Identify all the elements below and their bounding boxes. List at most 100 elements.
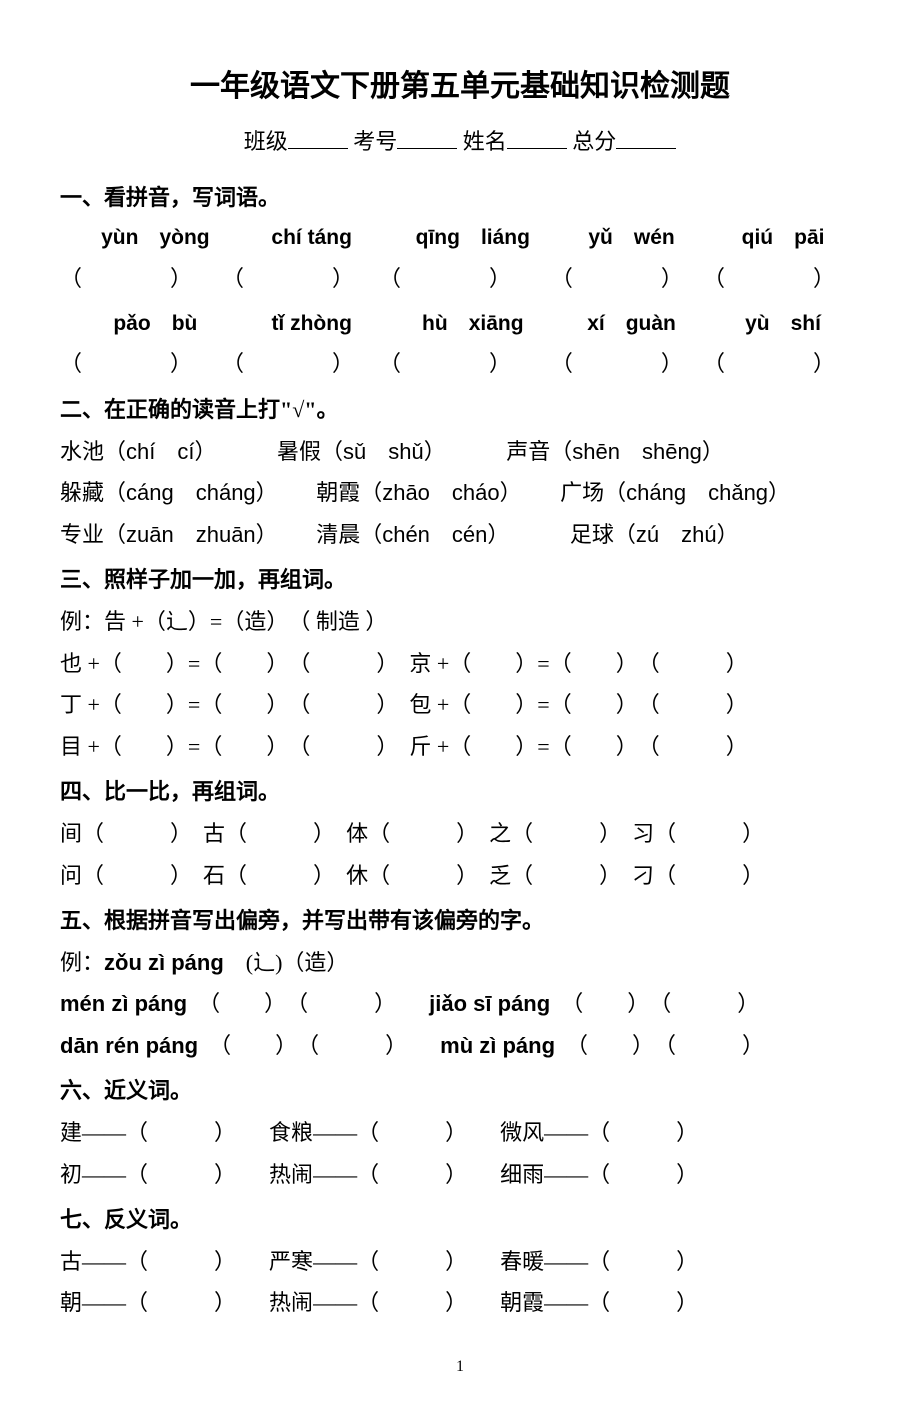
paren-cell[interactable]: （ ） xyxy=(60,259,222,299)
q6-word: 微风 xyxy=(500,1120,544,1145)
q7-row: 古——（ ） 严寒——（ ） 春暖——（ ） xyxy=(60,1242,860,1282)
q7-word: 热闹 xyxy=(269,1290,313,1315)
q6-word: 食粮 xyxy=(269,1120,313,1145)
q7-title: 七、反义词。 xyxy=(60,1200,860,1240)
q5-blank[interactable]: （ ） （ ） xyxy=(550,991,759,1016)
q7-blank[interactable]: ——（ ） xyxy=(544,1249,698,1274)
q7-blank[interactable]: ——（ ） xyxy=(544,1290,698,1315)
q2-word: 专业 xyxy=(60,522,104,547)
q5-blank[interactable]: （ ） （ ） xyxy=(187,991,385,1016)
q5-row: dān rén páng （ ） （ ） mù zì páng （ ） （ ） xyxy=(60,1026,860,1066)
pinyin-cell: yù shí xyxy=(706,305,860,343)
q6-word: 建 xyxy=(60,1120,82,1145)
q7-blank[interactable]: ——（ ） xyxy=(313,1290,456,1315)
q4-blank[interactable]: （ ） xyxy=(82,863,203,888)
q2-opts[interactable]: （cháng chǎng） xyxy=(604,480,790,505)
q4-blank[interactable]: （ ） xyxy=(511,863,632,888)
q4-blank[interactable]: （ ） xyxy=(368,821,489,846)
q5-pinyin: mén zì páng xyxy=(60,991,187,1016)
q2-opts[interactable]: （cáng cháng） xyxy=(104,480,267,505)
q7-blank[interactable]: ——（ ） xyxy=(82,1249,225,1274)
q3-left-fill[interactable]: +（ ）=（ ） （ ） xyxy=(82,692,387,717)
q4-char: 刁 xyxy=(632,863,654,888)
q3-right-fill[interactable]: +（ ）=（ ） （ ） xyxy=(431,651,747,676)
q3-right-fill[interactable]: +（ ）=（ ） （ ） xyxy=(431,692,747,717)
q5-pinyin: jiǎo sī páng xyxy=(429,991,550,1016)
score-label: 总分 xyxy=(572,129,616,154)
q3-left-char: 丁 xyxy=(60,692,82,717)
q6-row: 建——（ ） 食粮——（ ） 微风——（ ） xyxy=(60,1113,860,1153)
q2-opts[interactable]: （sǔ shǔ） xyxy=(321,439,435,464)
q4-blank[interactable]: （ ） xyxy=(82,821,203,846)
q4-blank[interactable]: （ ） xyxy=(368,863,489,888)
q4-char: 古 xyxy=(203,821,225,846)
paren-cell[interactable]: （ ） xyxy=(551,259,703,299)
q5-example-ans: (辶)（造） xyxy=(224,950,349,975)
q5-blank[interactable]: （ ） （ ） xyxy=(555,1033,764,1058)
q6-blank[interactable]: ——（ ） xyxy=(544,1162,698,1187)
paren-cell[interactable]: （ ） xyxy=(60,344,222,384)
q6-blank[interactable]: ——（ ） xyxy=(544,1120,698,1145)
q1-pinyin-row2: pǎo bù tǐ zhòng hù xiāng xí guàn yù shí xyxy=(60,305,860,343)
q7-word: 朝霞 xyxy=(500,1290,544,1315)
q3-right-fill[interactable]: +（ ）=（ ） （ ） xyxy=(431,734,747,759)
paren-cell[interactable]: （ ） xyxy=(703,344,860,384)
page-number: 1 xyxy=(60,1353,860,1382)
q3-left-char: 也 xyxy=(60,651,82,676)
q2-opts[interactable]: （shēn shēng） xyxy=(550,439,724,464)
q3-row: 目 +（ ）=（ ） （ ） 斤 +（ ）=（ ） （ ） xyxy=(60,727,860,767)
q7-blank[interactable]: ——（ ） xyxy=(82,1290,225,1315)
q2-word: 清晨 xyxy=(316,522,360,547)
q2-title: 二、在正确的读音上打"√"。 xyxy=(60,390,860,430)
q2-word: 足球 xyxy=(570,522,614,547)
q2-opts[interactable]: （zuān zhuān） xyxy=(104,522,267,547)
q6-blank[interactable]: ——（ ） xyxy=(82,1162,225,1187)
pinyin-cell: qiú pāi xyxy=(706,219,860,257)
paren-cell[interactable]: （ ） xyxy=(379,259,551,299)
q7-blank[interactable]: ——（ ） xyxy=(313,1249,456,1274)
q2-word: 暑假 xyxy=(277,439,321,464)
q3-left-fill[interactable]: +（ ）=（ ） （ ） xyxy=(82,734,387,759)
q6-title: 六、近义词。 xyxy=(60,1071,860,1111)
q4-blank[interactable]: （ ） xyxy=(225,821,346,846)
pinyin-cell: yùn yòng xyxy=(76,219,235,257)
examno-blank[interactable] xyxy=(397,127,457,149)
pinyin-cell: qīng liáng xyxy=(389,219,557,257)
q3-row: 也 +（ ）=（ ） （ ） 京 +（ ）=（ ） （ ） xyxy=(60,644,860,684)
q2-opts[interactable]: （zú zhú） xyxy=(614,522,739,547)
class-label: 班级 xyxy=(244,129,288,154)
q2-opts[interactable]: （chí cí） xyxy=(104,439,205,464)
q3-right-char: 京 xyxy=(409,651,431,676)
q4-blank[interactable]: （ ） xyxy=(225,863,346,888)
paren-cell[interactable]: （ ） xyxy=(222,344,379,384)
q4-blank[interactable]: （ ） xyxy=(511,821,632,846)
q6-blank[interactable]: ——（ ） xyxy=(82,1120,225,1145)
q2-row: 专业（zuān zhuān） 清晨（chén cén） 足球（zú zhú） xyxy=(60,515,860,555)
q3-left-fill[interactable]: +（ ）=（ ） （ ） xyxy=(82,651,387,676)
paren-cell[interactable]: （ ） xyxy=(551,344,703,384)
examno-label: 考号 xyxy=(353,129,397,154)
q4-char: 问 xyxy=(60,863,82,888)
paren-cell[interactable]: （ ） xyxy=(222,259,379,299)
q5-example: 例：zǒu zì páng (辶)（造） xyxy=(60,943,860,983)
q5-blank[interactable]: （ ） （ ） xyxy=(198,1033,396,1058)
class-blank[interactable] xyxy=(288,127,348,149)
q7-row: 朝——（ ） 热闹——（ ） 朝霞——（ ） xyxy=(60,1283,860,1323)
q3-left-char: 目 xyxy=(60,734,82,759)
q2-word: 水池 xyxy=(60,439,104,464)
pinyin-cell: chí táng xyxy=(235,219,389,257)
name-blank[interactable] xyxy=(507,127,567,149)
q2-opts[interactable]: （zhāo cháo） xyxy=(360,480,510,505)
score-blank[interactable] xyxy=(616,127,676,149)
q4-blank[interactable]: （ ） xyxy=(654,821,764,846)
q6-blank[interactable]: ——（ ） xyxy=(313,1162,456,1187)
pinyin-cell: pǎo bù xyxy=(76,305,235,343)
q2-word: 声音 xyxy=(506,439,550,464)
q6-blank[interactable]: ——（ ） xyxy=(313,1120,456,1145)
q2-opts[interactable]: （chén cén） xyxy=(360,522,498,547)
paren-cell[interactable]: （ ） xyxy=(379,344,551,384)
q4-blank[interactable]: （ ） xyxy=(654,863,764,888)
pinyin-cell: xí guàn xyxy=(557,305,706,343)
q2-row: 躲藏（cáng cháng） 朝霞（zhāo cháo） 广场（cháng ch… xyxy=(60,473,860,513)
paren-cell[interactable]: （ ） xyxy=(703,259,860,299)
